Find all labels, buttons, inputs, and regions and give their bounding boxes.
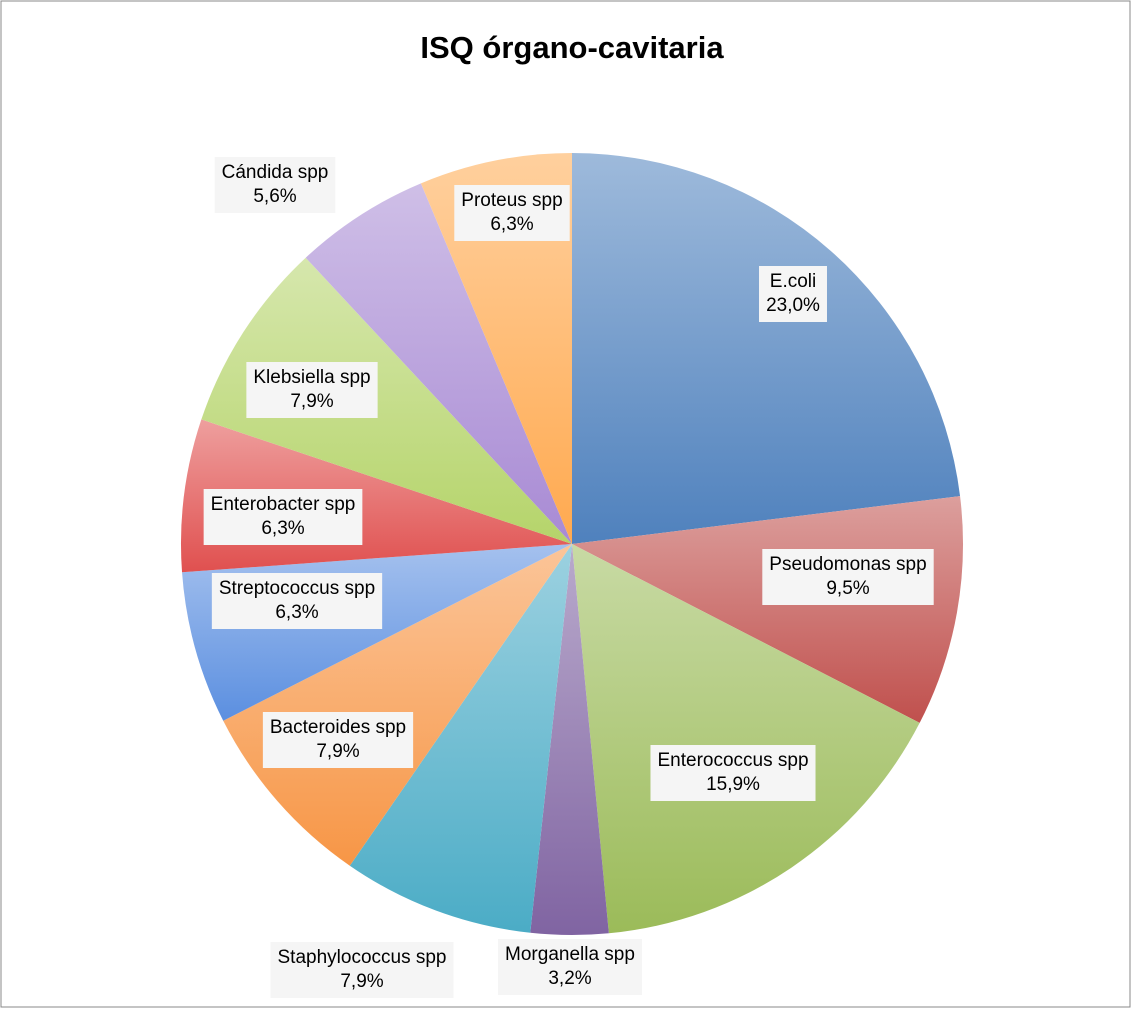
- data-label-value: 7,9%: [290, 391, 333, 412]
- data-label-category: Pseudomonas spp: [769, 554, 926, 575]
- data-label: Morganella spp 3,2%: [498, 939, 642, 995]
- data-label-value: 15,9%: [706, 774, 760, 795]
- data-label-box: [454, 185, 570, 241]
- data-label-value: 6,3%: [490, 214, 533, 235]
- data-label-box: [203, 489, 363, 545]
- data-label-box: [498, 939, 642, 995]
- data-label-category: E.coli: [770, 271, 816, 292]
- data-label-box: [211, 573, 383, 629]
- pie-slice: [572, 544, 920, 934]
- data-label-box: [262, 712, 414, 768]
- data-label-value: 23,0%: [766, 295, 820, 316]
- data-label-box: [762, 549, 934, 605]
- data-label: Klebsiella spp 7,9%: [246, 362, 378, 418]
- pie-slice: [201, 257, 572, 544]
- pie-slice: [420, 153, 572, 544]
- data-label: Staphylococcus spp 7,9%: [270, 942, 454, 998]
- data-label-category: Klebsiella spp: [253, 367, 370, 388]
- pie-slice: [305, 183, 572, 544]
- data-label-box: [759, 266, 827, 322]
- data-label-box: [270, 942, 454, 998]
- data-label-category: Bacteroides spp: [270, 717, 406, 738]
- data-label-value: 7,9%: [340, 971, 383, 992]
- data-label-category: Enterococcus spp: [657, 750, 808, 771]
- data-label-category: Streptococcus spp: [219, 578, 375, 599]
- data-label-value: 3,2%: [548, 968, 591, 989]
- data-label-category: Proteus spp: [461, 190, 562, 211]
- data-label-value: 5,6%: [253, 186, 296, 207]
- data-label-box: [246, 362, 378, 418]
- data-label-category: Staphylococcus spp: [278, 947, 447, 968]
- data-label-category: Enterobacter spp: [211, 494, 356, 515]
- chart-title: ISQ órgano-cavitaria: [420, 30, 724, 65]
- data-label-value: 6,3%: [275, 602, 318, 623]
- data-label: Pseudomonas spp 9,5%: [762, 549, 934, 605]
- data-label-value: 9,5%: [826, 578, 869, 599]
- data-label: Enterobacter spp 6,3%: [203, 489, 363, 545]
- data-label: Enterococcus spp 15,9%: [650, 745, 816, 801]
- data-label-category: Morganella spp: [505, 944, 635, 965]
- pie-slice: [349, 544, 572, 933]
- pie-slice: [530, 544, 609, 935]
- pie-slice: [572, 153, 961, 544]
- data-label: E.coli 23,0%: [759, 266, 827, 322]
- pie-slice: [223, 544, 573, 866]
- data-label: Bacteroides spp 7,9%: [262, 712, 414, 768]
- data-label: Streptococcus spp 6,3%: [211, 573, 383, 629]
- data-label-value: 7,9%: [316, 741, 359, 762]
- data-label: Proteus spp 6,3%: [454, 185, 570, 241]
- data-label-box: [650, 745, 816, 801]
- data-label-box: [214, 157, 336, 213]
- data-label-category: Cándida spp: [222, 162, 329, 183]
- data-label-value: 6,3%: [261, 518, 304, 539]
- data-label: Cándida spp 5,6%: [214, 157, 336, 213]
